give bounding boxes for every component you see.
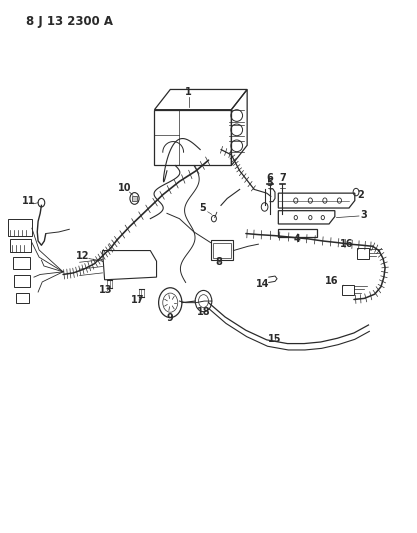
- Bar: [213, 243, 231, 258]
- Text: 4: 4: [293, 234, 300, 244]
- Bar: [14, 275, 30, 287]
- Text: 2: 2: [357, 190, 364, 200]
- Text: 3: 3: [360, 209, 367, 220]
- Bar: [8, 219, 32, 236]
- Bar: [17, 293, 29, 303]
- Text: 1: 1: [185, 87, 192, 97]
- Text: 8 J 13 2300 A: 8 J 13 2300 A: [25, 14, 113, 28]
- Text: 18: 18: [197, 308, 210, 318]
- Text: 15: 15: [268, 334, 282, 344]
- Text: 16: 16: [325, 276, 339, 286]
- Text: 8: 8: [216, 257, 222, 268]
- Text: 13: 13: [99, 285, 112, 295]
- Text: 17: 17: [131, 295, 145, 305]
- Text: 11: 11: [22, 196, 36, 206]
- Bar: [13, 257, 30, 269]
- Bar: [132, 196, 137, 201]
- Bar: [357, 248, 369, 259]
- Text: 10: 10: [118, 183, 131, 193]
- Text: 6: 6: [266, 173, 273, 183]
- Text: 16: 16: [340, 239, 354, 249]
- Text: 14: 14: [256, 279, 269, 289]
- Text: 5: 5: [200, 203, 206, 213]
- Bar: [211, 240, 234, 260]
- Text: 12: 12: [76, 251, 90, 261]
- Text: 7: 7: [279, 173, 286, 183]
- Text: 5: 5: [266, 177, 273, 188]
- Bar: [10, 239, 31, 252]
- Text: 9: 9: [167, 313, 173, 323]
- Bar: [342, 285, 354, 295]
